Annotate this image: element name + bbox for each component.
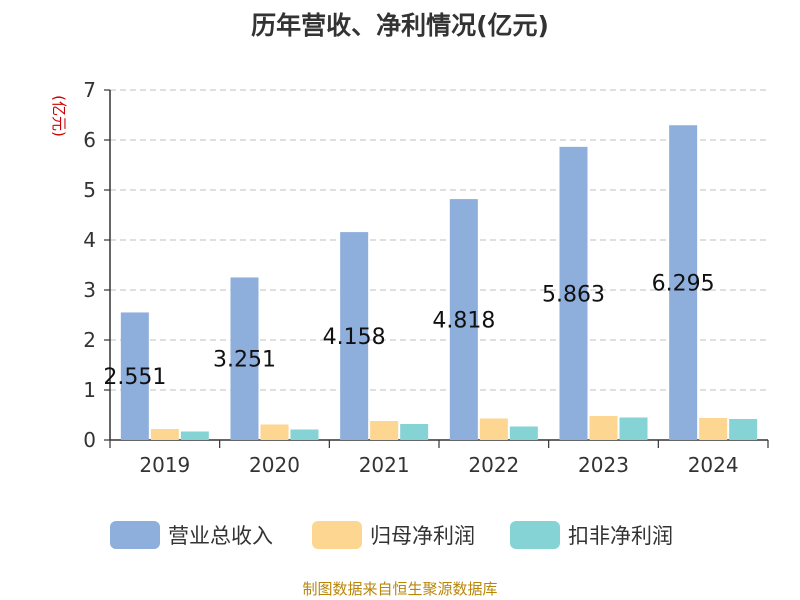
x-tick-label: 2020	[249, 453, 300, 477]
x-tick-label: 2024	[688, 453, 739, 477]
bar	[120, 312, 149, 440]
bars	[120, 125, 758, 440]
bar	[290, 429, 319, 440]
bar	[619, 417, 648, 440]
y-tick-label: 6	[83, 128, 96, 152]
data-label: 4.158	[323, 325, 386, 350]
y-tick-label: 5	[83, 178, 96, 202]
bar	[340, 232, 369, 440]
legend-swatch	[510, 521, 560, 549]
bar	[260, 424, 289, 440]
bar	[449, 199, 478, 440]
source-note: 制图数据来自恒生聚源数据库	[302, 580, 498, 598]
bar	[589, 416, 618, 440]
chart-title: 历年营收、净利情况(亿元)	[251, 11, 549, 40]
legend-label: 归母净利润	[370, 524, 475, 548]
data-label: 2.551	[103, 365, 166, 390]
bar	[699, 418, 728, 440]
bar	[669, 125, 698, 440]
bar	[150, 429, 179, 440]
bar	[230, 277, 259, 440]
y-tick-label: 4	[83, 228, 96, 252]
y-tick-label: 2	[83, 328, 96, 352]
legend-swatch	[312, 521, 362, 549]
bar	[180, 431, 209, 440]
x-tick-label: 2021	[359, 453, 410, 477]
y-tick-label: 7	[83, 78, 96, 102]
legend-label: 扣非净利润	[568, 524, 673, 548]
bar	[370, 421, 399, 440]
legend-label: 营业总收入	[168, 524, 273, 548]
bar	[509, 426, 538, 440]
legend: 营业总收入 归母净利润 扣非净利润	[110, 521, 673, 549]
bar	[479, 418, 508, 440]
data-labels: 2.551 3.251 4.158 4.818 5.863 6.295	[103, 272, 714, 391]
axes: 0 1 2 3 4 5 6 7 (亿元) 2019 2020 2021 2022 2023 2024	[50, 78, 769, 477]
y-tick-label: 3	[83, 278, 96, 302]
legend-swatch	[110, 521, 160, 549]
data-label: 6.295	[652, 272, 715, 297]
y-tick-label: 1	[83, 378, 96, 402]
data-label: 5.863	[542, 282, 605, 307]
data-label: 3.251	[213, 348, 276, 373]
bar	[559, 146, 588, 440]
x-tick-label: 2023	[578, 453, 629, 477]
data-label: 4.818	[432, 309, 495, 334]
x-tick-label: 2022	[468, 453, 519, 477]
bar	[729, 419, 758, 440]
x-tick-label: 2019	[139, 453, 190, 477]
bar	[400, 424, 429, 440]
y-tick-label: 0	[83, 428, 96, 452]
y-axis-label: (亿元)	[50, 95, 68, 137]
